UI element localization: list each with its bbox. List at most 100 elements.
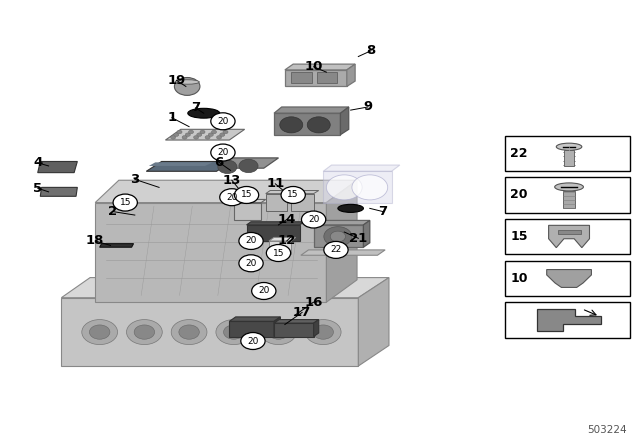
Circle shape [193, 136, 198, 139]
Polygon shape [95, 180, 357, 202]
Circle shape [182, 136, 187, 139]
Text: 2: 2 [108, 205, 117, 218]
Circle shape [266, 245, 291, 262]
Text: 20: 20 [217, 148, 228, 157]
Polygon shape [358, 278, 389, 366]
Circle shape [172, 319, 207, 345]
Polygon shape [246, 225, 300, 241]
Circle shape [326, 175, 362, 200]
Circle shape [127, 319, 163, 345]
Polygon shape [323, 165, 400, 171]
Text: 20: 20 [258, 286, 269, 296]
Ellipse shape [556, 143, 582, 151]
Text: 11: 11 [266, 177, 284, 190]
Text: 20: 20 [511, 189, 528, 202]
Circle shape [234, 186, 259, 203]
Circle shape [324, 241, 348, 258]
Circle shape [173, 133, 179, 137]
Polygon shape [61, 278, 389, 297]
Text: 20: 20 [245, 259, 257, 268]
Circle shape [281, 186, 305, 203]
Text: 7: 7 [191, 101, 200, 114]
FancyBboxPatch shape [505, 219, 630, 254]
FancyBboxPatch shape [505, 261, 630, 296]
Polygon shape [314, 220, 370, 225]
Polygon shape [347, 64, 355, 86]
Polygon shape [301, 250, 385, 255]
Text: 15: 15 [511, 230, 528, 243]
Polygon shape [95, 202, 326, 302]
Text: 3: 3 [130, 173, 140, 186]
Text: 15: 15 [287, 190, 299, 199]
Text: 16: 16 [305, 296, 323, 309]
Text: 6: 6 [214, 156, 224, 169]
Circle shape [218, 160, 237, 173]
Circle shape [239, 159, 258, 172]
Circle shape [307, 117, 330, 133]
Circle shape [211, 113, 235, 130]
Circle shape [90, 325, 110, 339]
Text: 21: 21 [349, 232, 367, 245]
Text: 5: 5 [33, 182, 42, 195]
Text: 17: 17 [293, 306, 311, 319]
Polygon shape [314, 319, 319, 336]
Circle shape [205, 136, 210, 139]
Polygon shape [266, 190, 291, 194]
Polygon shape [61, 297, 358, 366]
Circle shape [134, 325, 155, 339]
Polygon shape [563, 191, 575, 208]
Polygon shape [285, 70, 347, 86]
Polygon shape [38, 161, 77, 172]
Circle shape [352, 175, 388, 200]
Polygon shape [557, 230, 580, 234]
Circle shape [82, 319, 118, 345]
Text: 10: 10 [511, 272, 528, 285]
Ellipse shape [555, 183, 584, 191]
Polygon shape [40, 187, 77, 196]
Ellipse shape [338, 204, 364, 212]
Polygon shape [291, 190, 319, 194]
Text: 4: 4 [33, 156, 42, 169]
Polygon shape [234, 202, 261, 220]
Polygon shape [229, 321, 274, 336]
FancyBboxPatch shape [317, 72, 337, 83]
Circle shape [216, 136, 221, 139]
Text: 20: 20 [217, 117, 228, 126]
FancyBboxPatch shape [505, 177, 630, 213]
Polygon shape [147, 161, 232, 171]
Polygon shape [564, 151, 574, 166]
Circle shape [241, 332, 265, 349]
Circle shape [188, 130, 193, 134]
Polygon shape [291, 194, 314, 211]
Text: 22: 22 [511, 147, 528, 160]
Polygon shape [364, 220, 370, 247]
Circle shape [313, 325, 333, 339]
Text: 20: 20 [226, 193, 237, 202]
Circle shape [177, 130, 182, 134]
Circle shape [260, 319, 296, 345]
Circle shape [196, 133, 202, 137]
Polygon shape [100, 244, 134, 247]
Polygon shape [548, 225, 589, 248]
Text: 15: 15 [273, 249, 284, 258]
Polygon shape [326, 180, 357, 302]
Polygon shape [214, 158, 278, 168]
Circle shape [171, 136, 175, 139]
Ellipse shape [188, 108, 220, 118]
Text: 1: 1 [167, 111, 177, 124]
Polygon shape [285, 64, 355, 70]
Circle shape [239, 233, 263, 250]
Circle shape [239, 255, 263, 272]
Circle shape [280, 117, 303, 133]
Circle shape [223, 325, 244, 339]
Text: 9: 9 [364, 100, 372, 113]
Text: 22: 22 [330, 246, 342, 254]
Text: 18: 18 [86, 234, 104, 247]
Polygon shape [269, 237, 296, 241]
Circle shape [252, 283, 276, 299]
Text: 15: 15 [120, 198, 131, 207]
Text: 15: 15 [241, 190, 252, 199]
FancyBboxPatch shape [505, 302, 630, 338]
Text: 12: 12 [278, 234, 296, 247]
Polygon shape [340, 107, 349, 135]
